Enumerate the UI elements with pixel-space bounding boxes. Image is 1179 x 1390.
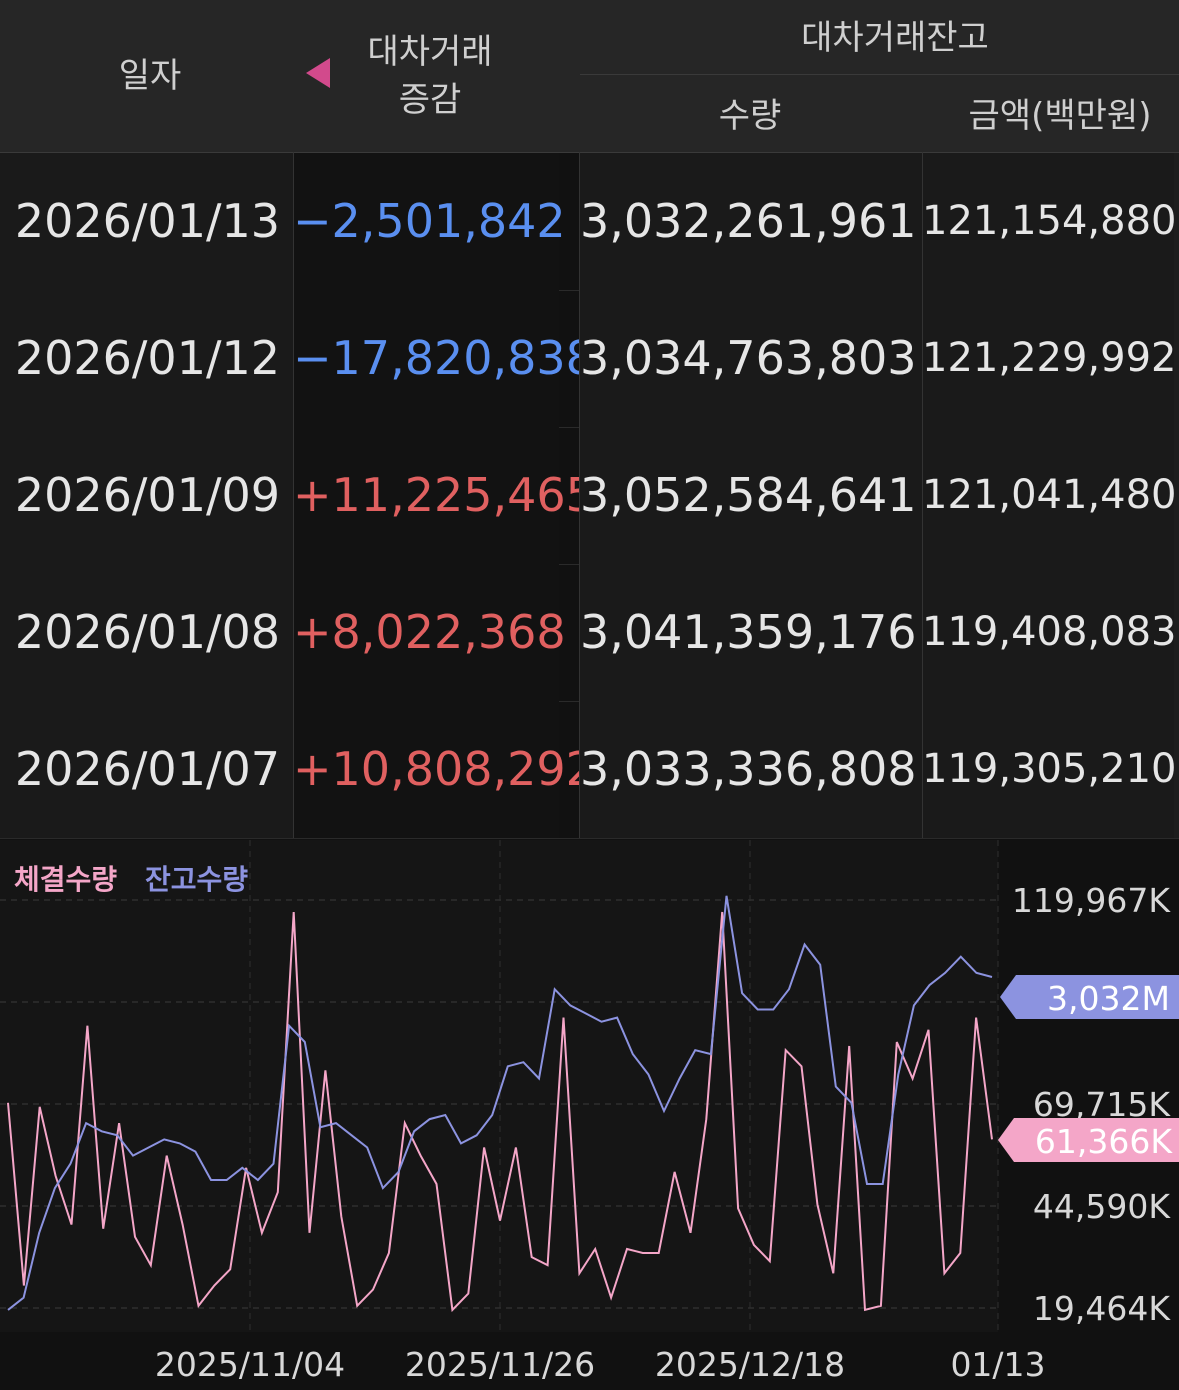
row-amount: 119,305,210: [922, 701, 1176, 838]
y-tick-label: 19,464K: [1033, 1289, 1171, 1328]
legend-trade-volume: 체결수량: [14, 863, 117, 896]
header-qty[interactable]: 수량: [718, 96, 782, 136]
header-date[interactable]: 일자: [118, 56, 182, 96]
y-tick-label: 119,967K: [1012, 881, 1171, 920]
row-change: +10,808,292: [293, 701, 595, 838]
row-amount: 121,041,480: [922, 427, 1176, 564]
trade-volume-line: [7, 911, 993, 1313]
balance-badge-shape: [1000, 975, 1179, 1019]
row-date: 2026/01/12: [0, 290, 280, 427]
row-change: −2,501,842: [293, 153, 566, 290]
row-change: +8,022,368: [293, 564, 566, 701]
volume-balance-chart[interactable]: 체결수량 잔고수량 119,967K69,715K44,590K19,464K …: [0, 840, 1179, 1390]
trade-badge-shape: [998, 1118, 1179, 1162]
column-divider: [922, 152, 923, 838]
row-amount: 121,154,880: [922, 153, 1176, 290]
table-row[interactable]: 2026/01/13 −2,501,842 3,032,261,961 121,…: [0, 153, 1179, 291]
header-balance: 대차거래잔고: [801, 18, 989, 58]
x-axis-ticks: 2025/11/04 2025/11/26 2025/12/18 01/13: [155, 1345, 1046, 1384]
grid-lines: [0, 840, 999, 1332]
table-row[interactable]: 2026/01/12 −17,820,838 3,034,763,803 121…: [0, 290, 1179, 428]
table-header: 일자 대차거래 증감 대차거래잔고 수량 금액(백만원): [0, 0, 1179, 153]
row-amount: 121,229,992: [922, 290, 1176, 427]
table-row[interactable]: 2026/01/07 +10,808,292 3,033,336,808 119…: [0, 701, 1179, 839]
trade-badge: 61,366K: [998, 1118, 1179, 1162]
trade-badge-value: 61,366K: [1035, 1122, 1173, 1161]
header-change-line1[interactable]: 대차거래: [367, 32, 493, 72]
row-date: 2026/01/07: [0, 701, 280, 838]
column-divider: [293, 152, 294, 838]
row-date: 2026/01/13: [0, 153, 280, 290]
row-change: −17,820,838: [293, 290, 595, 427]
y-axis-ticks: 119,967K 69,715K 44,590K 19,464K: [1012, 881, 1171, 1328]
row-change: +11,225,465: [293, 427, 595, 564]
header-amount[interactable]: 금액(백만원): [968, 96, 1152, 136]
row-date: 2026/01/08: [0, 564, 280, 701]
row-qty: 3,034,763,803: [580, 290, 917, 427]
y-tick-label: 69,715K: [1033, 1085, 1171, 1124]
row-qty: 3,032,261,961: [580, 153, 917, 290]
row-date: 2026/01/09: [0, 427, 280, 564]
legend-balance-volume: 잔고수량: [145, 863, 248, 896]
table-row[interactable]: 2026/01/09 +11,225,465 3,052,584,641 121…: [0, 427, 1179, 565]
header-divider: [580, 74, 1179, 75]
x-tick-label: 2025/11/26: [405, 1345, 595, 1384]
row-qty: 3,033,336,808: [580, 701, 917, 838]
column-divider: [579, 152, 580, 838]
x-tick-label: 2025/11/04: [155, 1345, 345, 1384]
x-tick-label: 01/13: [950, 1345, 1045, 1384]
balance-volume-line: [7, 895, 993, 1311]
table-row[interactable]: 2026/01/08 +8,022,368 3,041,359,176 119,…: [0, 564, 1179, 702]
row-qty: 3,041,359,176: [580, 564, 917, 701]
y-tick-label: 44,590K: [1033, 1187, 1171, 1226]
plot-area: [0, 840, 998, 1332]
balance-badge: 3,032M: [1000, 975, 1179, 1019]
x-tick-label: 2025/12/18: [655, 1345, 845, 1384]
series-lines: [7, 895, 993, 1313]
balance-badge-value: 3,032M: [1047, 979, 1170, 1018]
sort-left-icon[interactable]: [306, 58, 330, 88]
row-amount: 119,408,083: [922, 564, 1176, 701]
header-change-line2[interactable]: 증감: [398, 80, 462, 120]
row-qty: 3,052,584,641: [580, 427, 917, 564]
